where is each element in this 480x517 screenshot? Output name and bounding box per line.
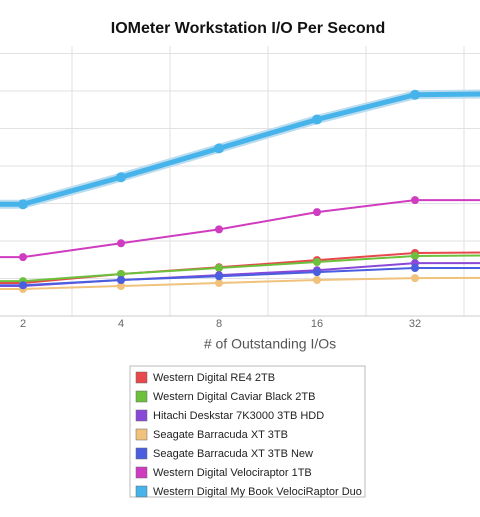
x-tick-label: 8 — [216, 318, 222, 330]
legend-label: Western Digital My Book VelociRaptor Duo — [153, 486, 362, 498]
data-point — [411, 252, 419, 260]
legend-label: Seagate Barracuda XT 3TB New — [153, 448, 313, 460]
data-point — [215, 225, 223, 234]
data-point — [410, 89, 420, 100]
data-point — [117, 239, 125, 248]
data-point — [215, 264, 223, 272]
legend-swatch — [135, 447, 148, 460]
legend-box — [129, 365, 366, 498]
data-point — [313, 258, 321, 266]
chart-title: IOMeter Workstation I/O Per Second — [111, 20, 385, 37]
data-point — [117, 282, 125, 290]
data-point — [116, 172, 126, 183]
legend-label: Western Digital Caviar Black 2TB — [153, 391, 315, 403]
x-axis-title: # of Outstanding I/Os — [204, 336, 336, 352]
legend-swatch — [135, 390, 148, 403]
data-point — [313, 208, 321, 217]
legend-swatch — [135, 371, 148, 384]
legend-swatch — [135, 485, 148, 498]
x-tick-label: 2 — [20, 318, 26, 330]
legend-swatch — [135, 409, 148, 422]
legend-label: Hitachi Deskstar 7K3000 3TB HDD — [153, 410, 324, 422]
data-point — [117, 270, 125, 278]
data-point — [411, 274, 419, 283]
data-point — [312, 114, 322, 125]
x-tick-label: 16 — [311, 318, 323, 330]
data-point — [214, 143, 224, 154]
x-tick-label: 4 — [118, 318, 124, 330]
legend-swatch — [135, 466, 148, 479]
legend-label: Western Digital Velociraptor 1TB — [153, 467, 312, 479]
data-point — [215, 279, 223, 287]
legend-swatch — [135, 428, 148, 441]
data-point — [215, 272, 223, 281]
data-point — [313, 268, 321, 277]
data-point — [19, 253, 27, 262]
data-point — [411, 196, 419, 205]
data-point — [411, 264, 419, 272]
plot-area — [0, 46, 480, 317]
data-point — [18, 199, 28, 210]
x-tick-label: 32 — [409, 318, 421, 330]
legend-label: Western Digital RE4 2TB — [153, 372, 275, 384]
data-point — [313, 276, 321, 284]
legend-label: Seagate Barracuda XT 3TB — [153, 429, 288, 441]
data-point — [19, 281, 27, 290]
data-point — [117, 276, 125, 284]
